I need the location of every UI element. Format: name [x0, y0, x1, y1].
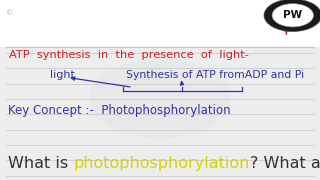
Text: Key Concept :-  Photophosphorylation: Key Concept :- Photophosphorylation: [8, 104, 231, 117]
Text: light: light: [50, 70, 75, 80]
Circle shape: [264, 0, 320, 31]
Text: ATP  synthesis  in  the  presence  of  light-: ATP synthesis in the presence of light-: [9, 50, 249, 60]
Text: ©: ©: [6, 11, 13, 17]
Text: What is: What is: [8, 156, 73, 171]
Text: photophosphorylation: photophosphorylation: [73, 156, 250, 171]
Text: Synthesis of ATP fromADP and Pi: Synthesis of ATP fromADP and Pi: [126, 70, 305, 80]
Text: PW: PW: [283, 10, 302, 20]
Circle shape: [272, 4, 314, 27]
Bar: [0, 0, 320, 47]
Bar: [0, 47, 320, 180]
Text: ? What are its: ? What are its: [250, 156, 320, 171]
Circle shape: [90, 59, 230, 139]
